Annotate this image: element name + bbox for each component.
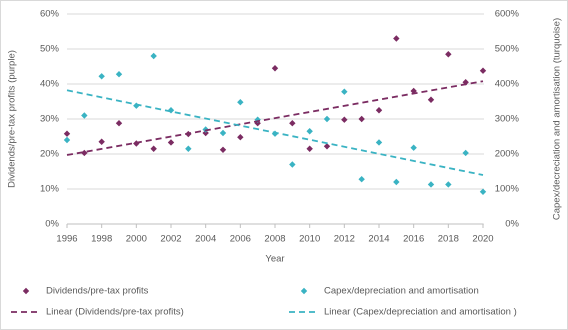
trend-line [66,89,484,176]
x-tick-label: 2000 [126,234,147,245]
point [81,149,88,157]
legend-label: Linear (Capex/depreciation and amortisat… [324,307,517,318]
trend-line [66,80,484,156]
y-tick-label: 20% [40,149,60,160]
point [289,161,296,168]
x-tick-label: 2004 [195,234,216,245]
point [115,71,123,78]
y-tick-label: 60% [40,9,60,20]
x-tick-label: 1996 [56,234,77,245]
point [98,138,105,145]
y2-axis-label: Capex/decreciation and amortisation (tur… [552,18,563,220]
point [358,176,365,183]
point [63,136,71,144]
y2-tick-label: 600% [495,9,520,20]
point [462,149,469,157]
point [427,96,435,103]
legend-label: Linear (Dividends/pre-tax profits) [46,307,184,318]
x-tick-label: 2020 [472,234,493,245]
point [393,178,400,186]
point [479,67,487,74]
point [63,130,71,137]
x-tick-label: 2002 [160,234,181,245]
y-tick-label: 0% [45,219,59,230]
point [115,120,123,127]
y2-tick-label: 0% [505,219,519,230]
y-tick-label: 30% [40,114,60,125]
point [375,139,383,146]
point [202,129,209,137]
y-tick-label: 40% [40,79,60,90]
point [393,35,400,42]
y-tick-label: 50% [40,44,60,55]
y2-tick-label: 300% [495,114,520,125]
point [202,126,209,133]
point [341,116,348,123]
point [427,181,435,188]
point [271,65,279,72]
point [167,107,175,114]
y2-tick-label: 500% [495,44,520,55]
point [445,181,452,188]
y-tick-label: 10% [40,184,60,195]
point [445,51,452,58]
point [237,134,244,141]
point [219,129,227,137]
point [323,115,331,123]
x-tick-label: 2012 [334,234,355,245]
point [219,146,227,153]
point [81,112,88,119]
y2-tick-label: 400% [495,79,520,90]
point [237,99,244,106]
y2-tick-label: 200% [495,149,520,160]
point [410,144,417,151]
x-tick-label: 2008 [264,234,285,245]
point [167,139,175,146]
y2-tick-label: 100% [495,184,520,195]
x-tick-label: 2016 [403,234,424,245]
x-tick-label: 2014 [368,234,389,245]
point [358,115,365,123]
point [289,120,296,127]
point [323,143,331,150]
x-tick-label: 2006 [230,234,251,245]
point [185,145,192,152]
legend-label: Dividends/pre-tax profits [46,286,149,297]
y-axis-label: Dividends/pre-tax profits (purple) [7,50,18,188]
point [150,145,157,152]
point [306,145,313,152]
x-tick-label: 1998 [91,234,112,245]
point [150,52,157,60]
legend-marker [300,287,308,295]
x-axis-label: Year [265,254,284,265]
point [341,88,348,95]
x-tick-label: 2010 [299,234,320,245]
point [98,73,105,80]
point [306,128,313,135]
x-tick-label: 2018 [438,234,459,245]
point [375,107,383,114]
legend-marker [22,287,30,295]
legend-label: Capex/depreciation and amortisation [324,286,479,297]
point [479,188,487,195]
